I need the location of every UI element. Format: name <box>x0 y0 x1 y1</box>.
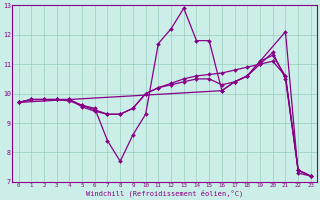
X-axis label: Windchill (Refroidissement éolien,°C): Windchill (Refroidissement éolien,°C) <box>86 190 243 197</box>
